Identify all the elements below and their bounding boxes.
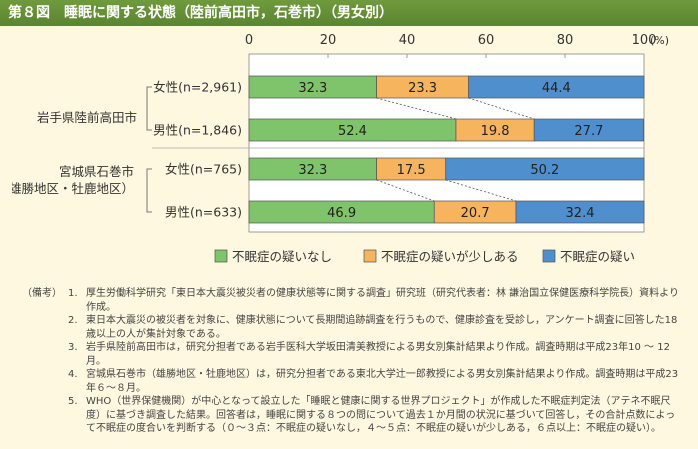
data-label: 19.8 xyxy=(481,124,510,139)
legend-label: 不眠症の疑い xyxy=(560,249,635,264)
x-tick-label: 20 xyxy=(320,33,337,48)
note-number: 2. xyxy=(68,315,78,326)
legend-label: 不眠症の疑いが少しある xyxy=(381,249,519,264)
data-label: 20.7 xyxy=(461,206,490,221)
connector-line xyxy=(445,179,517,202)
legend-swatch xyxy=(542,249,556,263)
bar-segment xyxy=(533,118,644,142)
legend-label: 不眠症の疑いなし xyxy=(232,249,332,264)
connector-line xyxy=(468,97,535,120)
data-label: 46.9 xyxy=(327,206,356,221)
category-label: 女性(n=2,961) xyxy=(153,80,242,95)
connector-line xyxy=(376,97,457,120)
figure-title-bar: 第８図 睡眠に関する状態（陸前高田市，石巻市）（男女別） xyxy=(0,0,698,26)
legend-swatch xyxy=(363,249,377,263)
region-label: 宮城県石巻市 xyxy=(59,164,134,179)
bar-segment xyxy=(515,200,645,224)
data-label: 23.3 xyxy=(408,81,437,96)
data-label: 32.4 xyxy=(566,206,595,221)
note-text: 宮城県石巻市（雄勝地区・牡鹿地区）は，研究分担者である東北大学辻一郎教授による男… xyxy=(86,369,679,394)
note-item: 1. 厚生労働科学研究「東日本大震災被災者の健康状態等に関する調査」研究班（研究代… xyxy=(68,287,682,314)
x-tick-label: 60 xyxy=(478,33,495,48)
note-text: WHO（世界保健機関）が中心となって設立した「睡眠と健康に関する世界プロジェクト… xyxy=(86,396,676,434)
note-number: 5. xyxy=(68,396,78,407)
region-label: （雄勝地区・牡鹿地区） xyxy=(12,181,134,196)
data-label: 32.3 xyxy=(298,81,327,96)
data-label: 32.3 xyxy=(298,163,327,178)
category-label: 女性(n=765) xyxy=(165,162,242,177)
category-label: 男性(n=1,846) xyxy=(153,123,242,138)
legend-swatch xyxy=(214,249,228,263)
data-label: 50.2 xyxy=(530,163,559,178)
note-number: 3. xyxy=(68,342,78,353)
note-item: 4. 宮城県石巻市（雄勝地区・牡鹿地区）は，研究分担者である東北大学辻一郎教授によ… xyxy=(68,368,682,395)
x-tick-label: 0 xyxy=(245,33,253,48)
bar-segment xyxy=(445,157,645,181)
note-item: 2. 東日本大震災の被災者を対象に、健康状態について長期間追跡調査を行うもので、健… xyxy=(68,314,682,341)
data-label: 27.7 xyxy=(574,124,603,139)
note-number: 4. xyxy=(68,369,78,380)
category-label: 男性(n=633) xyxy=(165,205,242,220)
figure-title: 第８図 睡眠に関する状態（陸前高田市，石巻市）（男女別） xyxy=(8,5,393,21)
data-label: 17.5 xyxy=(397,163,426,178)
note-item: 3. 岩手県陸前高田市は，研究分担者である岩手医科大学坂田清美教授による男女別集計… xyxy=(68,341,682,368)
note-text: 岩手県陸前高田市は，研究分担者である岩手医科大学坂田清美教授による男女別集計結果… xyxy=(86,342,670,367)
notes-heading: （備考） xyxy=(22,288,62,299)
region-bracket xyxy=(146,168,152,213)
x-tick-label: 80 xyxy=(557,33,574,48)
bar-segment xyxy=(468,75,645,99)
region-label: 岩手県陸前高田市 xyxy=(37,110,137,125)
note-number: 1. xyxy=(68,288,78,299)
notes-list: 1. 厚生労働科学研究「東日本大震災被災者の健康状態等に関する調査」研究班（研究代… xyxy=(68,287,682,436)
note-text: 東日本大震災の被災者を対象に、健康状態について長期間追跡調査を行うもので、健康診… xyxy=(86,315,678,340)
data-label: 52.4 xyxy=(338,124,367,139)
x-tick-label: 40 xyxy=(399,33,416,48)
region-bracket xyxy=(146,86,152,131)
data-label: 44.4 xyxy=(542,81,571,96)
x-tick-label: 100 xyxy=(632,33,657,48)
x-axis-unit: (%) xyxy=(650,34,669,47)
note-item: 5. WHO（世界保健機関）が中心となって設立した「睡眠と健康に関する世界プロジェ… xyxy=(68,395,682,436)
note-text: 厚生労働科学研究「東日本大震災被災者の健康状態等に関する調査」研究班（研究代表者… xyxy=(86,288,679,313)
